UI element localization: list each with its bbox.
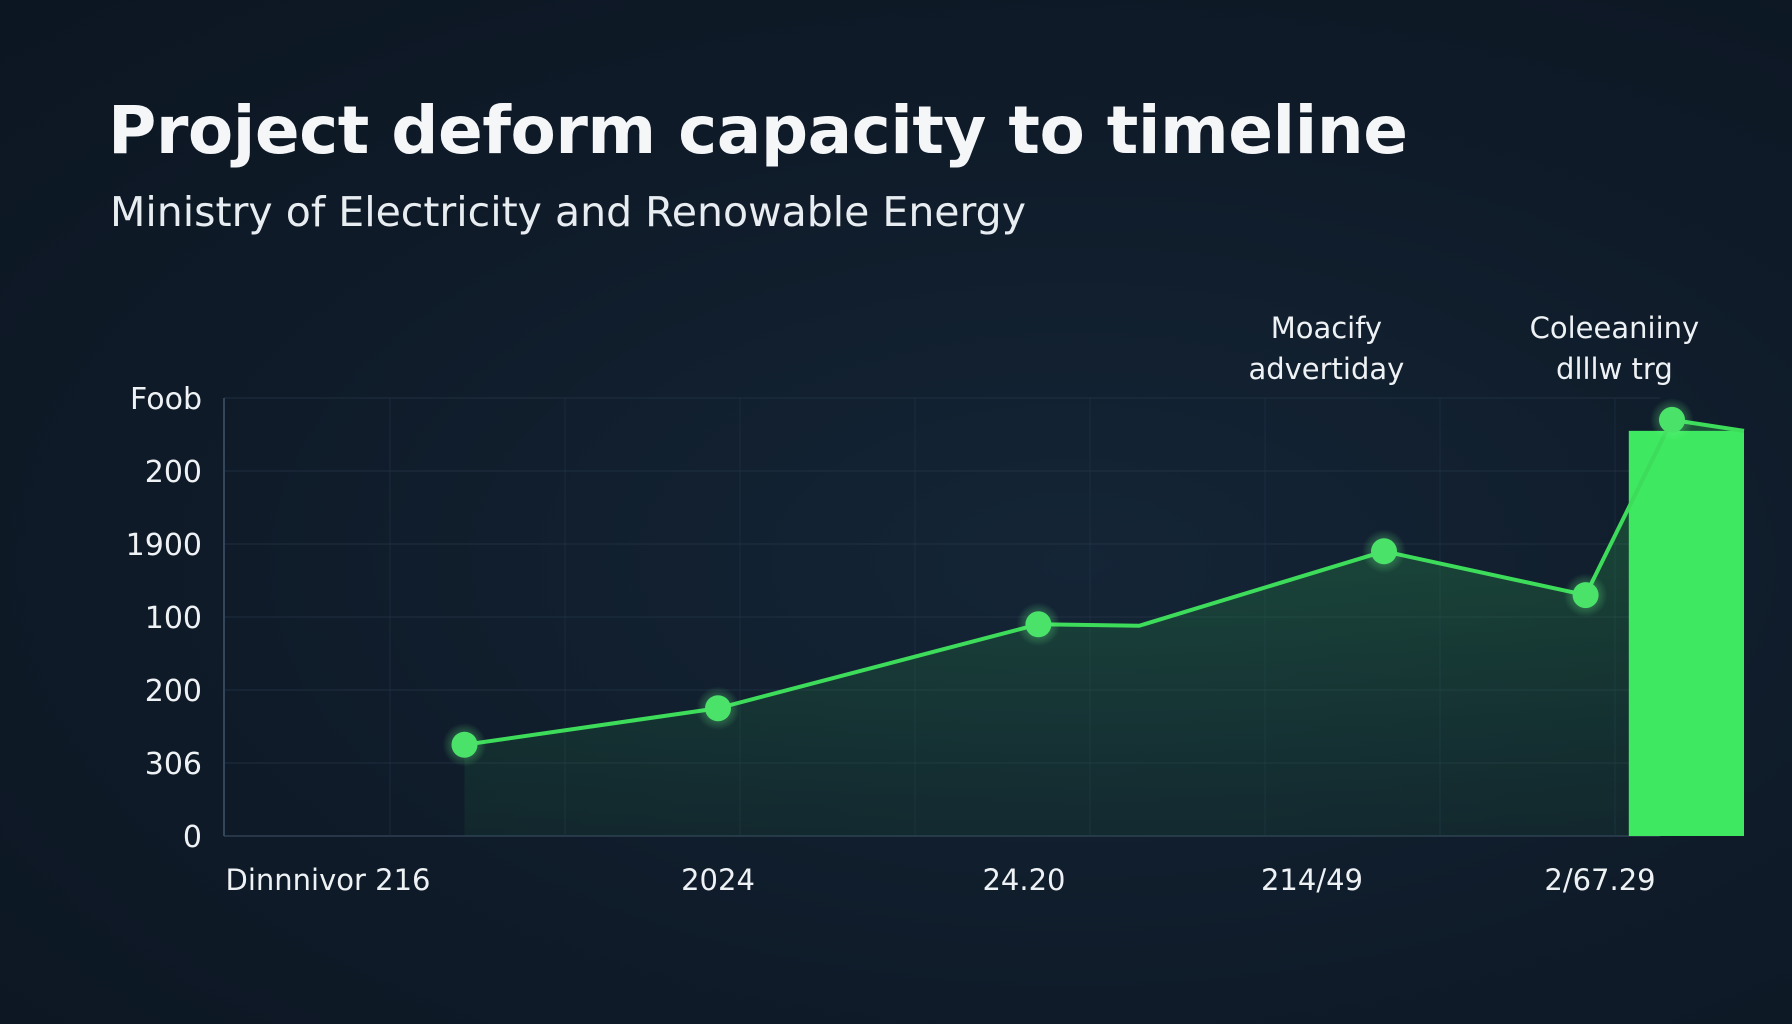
y-tick-label: 1900: [126, 528, 202, 563]
annotation-line: Moacify: [1271, 311, 1382, 345]
data-point: [705, 695, 731, 722]
x-tick-label: 24.20: [982, 863, 1065, 897]
chart-title: Project deform capacity to timeline: [108, 92, 1408, 169]
y-tick-label: Foob: [130, 382, 202, 417]
chart-subtitle: Ministry of Electricity and Renowable En…: [110, 188, 1026, 236]
data-point: [1659, 406, 1685, 433]
x-tick-label: 214/49: [1261, 863, 1363, 897]
y-tick-label: 200: [145, 455, 202, 490]
y-tick-label: 200: [145, 674, 202, 709]
annotation-line: Coleeaniiny: [1530, 311, 1700, 345]
data-point: [1025, 611, 1052, 638]
data-point: [451, 731, 478, 758]
annotation-line: advertiday: [1248, 352, 1404, 386]
annotation-line: dlllw trg: [1556, 352, 1673, 386]
series-area: [464, 419, 1744, 836]
series-line: [464, 417, 1745, 747]
x-tick-label: 2/67.29: [1544, 863, 1655, 897]
highlight-bar: [1628, 430, 1744, 836]
x-tick-label: Dinnnivor 216: [226, 863, 431, 897]
annotation-label: Moacify advertiday: [1248, 311, 1404, 386]
y-tick-label: 100: [145, 601, 202, 636]
data-point: [1371, 538, 1397, 565]
data-point: [1572, 582, 1599, 609]
y-tick-label: 0: [183, 820, 202, 855]
x-tick-label: 2024: [681, 863, 755, 897]
y-tick-label: 306: [145, 747, 202, 782]
annotation-label: Coleeaniiny dlllw trg: [1530, 311, 1700, 386]
